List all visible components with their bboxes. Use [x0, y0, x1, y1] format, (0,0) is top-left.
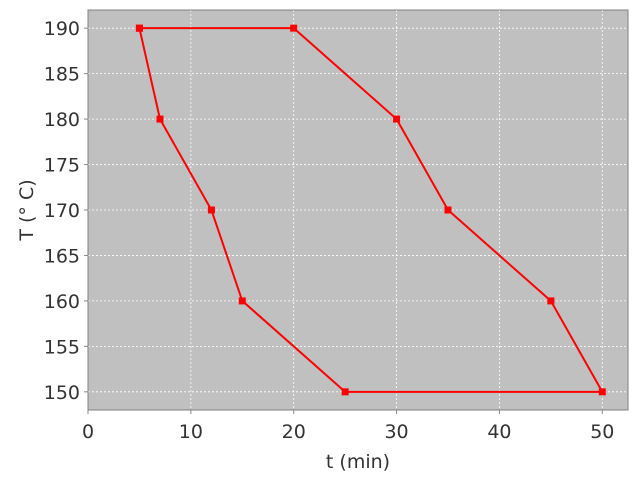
plot-border — [87, 9, 629, 411]
data-point — [547, 297, 555, 305]
y-tick-label: 170 — [44, 200, 80, 222]
y-tick-label: 155 — [44, 336, 80, 358]
y-tick-label: 190 — [44, 18, 80, 40]
x-tick-label: 0 — [82, 421, 94, 443]
y-tick-label: 185 — [44, 64, 80, 86]
y-tick-label: 160 — [44, 291, 80, 313]
x-tick-label: 20 — [282, 421, 306, 443]
y-tick-label: 180 — [44, 109, 80, 131]
series — [135, 24, 606, 396]
x-tick-label: 50 — [590, 421, 614, 443]
x-tick-label: 40 — [487, 421, 511, 443]
data-point — [393, 115, 401, 123]
data-point — [341, 388, 349, 396]
x-tick-label: 30 — [384, 421, 408, 443]
y-tick-label: 150 — [44, 382, 80, 404]
data-point — [207, 206, 215, 214]
y-tick-label: 175 — [44, 155, 80, 177]
x-axis-label: t (min) — [326, 451, 390, 473]
data-point — [135, 24, 143, 32]
x-tick-label: 10 — [179, 421, 203, 443]
axes: 0 10 20 30 40 50 150 155 160 165 170 175 180 185 190 — [44, 9, 629, 443]
grid — [88, 10, 628, 410]
data-point — [156, 115, 164, 123]
y-axis-label: T (° C) — [16, 179, 38, 241]
y-tick-label: 165 — [44, 245, 80, 267]
data-point — [444, 206, 452, 214]
data-point — [238, 297, 246, 305]
data-point — [290, 24, 298, 32]
data-point — [598, 388, 606, 396]
